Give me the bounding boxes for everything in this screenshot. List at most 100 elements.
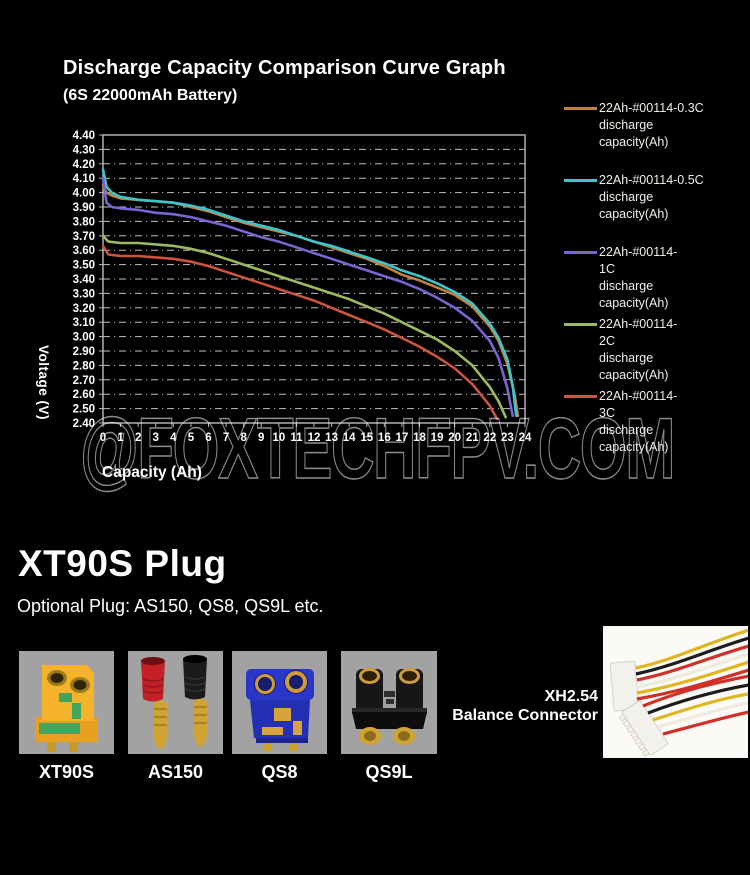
series-line-22Ah-#00114-0.5C <box>101 168 518 418</box>
legend-swatch <box>564 107 597 110</box>
qs9l-connector-photo <box>341 651 437 754</box>
svg-text:2.80: 2.80 <box>73 360 95 372</box>
svg-text:10: 10 <box>272 432 285 444</box>
svg-text:20: 20 <box>448 432 461 444</box>
product-card-qs9l: QS9L <box>341 651 437 783</box>
chart-series-lines <box>101 168 520 421</box>
svg-text:13: 13 <box>325 432 338 444</box>
svg-text:15: 15 <box>360 432 373 444</box>
svg-text:3.80: 3.80 <box>73 216 95 228</box>
svg-text:11: 11 <box>290 432 303 444</box>
legend-item: 22Ah-#00114-0.3C discharge capacity(Ah) <box>564 100 729 172</box>
svg-text:6: 6 <box>205 432 211 444</box>
svg-text:0: 0 <box>100 432 106 444</box>
svg-text:3.50: 3.50 <box>73 260 95 272</box>
svg-text:5: 5 <box>188 432 195 444</box>
chart-plot-border <box>102 134 526 424</box>
svg-text:3.70: 3.70 <box>73 231 95 243</box>
y-axis-label: Voltage (V) <box>36 345 51 421</box>
svg-text:4.40: 4.40 <box>73 130 95 142</box>
svg-text:3.90: 3.90 <box>73 202 95 214</box>
series-line-22Ah-#00114- <box>101 244 499 421</box>
svg-text:4.00: 4.00 <box>73 188 95 200</box>
watermark-text: @FOXTECHFPV.COM <box>80 400 676 497</box>
svg-text:3.20: 3.20 <box>73 303 95 315</box>
svg-text:16: 16 <box>378 432 391 444</box>
legend-label: 22Ah-#00114- 2C discharge capacity(Ah) <box>599 317 678 382</box>
svg-text:3: 3 <box>153 432 159 444</box>
legend-swatch <box>564 395 597 398</box>
svg-text:2: 2 <box>135 432 141 444</box>
legend-label: 22Ah-#00114- 3C discharge capacity(Ah) <box>599 389 678 454</box>
svg-text:3.10: 3.10 <box>73 317 95 329</box>
product-label: AS150 <box>147 762 204 782</box>
legend-item: 22Ah-#00114- 3C discharge capacity(Ah) <box>564 388 729 460</box>
legend-swatch <box>564 179 597 182</box>
svg-text:21: 21 <box>466 432 479 444</box>
svg-text:24: 24 <box>519 432 532 444</box>
svg-text:22: 22 <box>483 432 496 444</box>
balance-connector-drawing <box>609 628 750 757</box>
svg-text:2.40: 2.40 <box>73 418 95 430</box>
product-label: QS9L <box>365 762 413 782</box>
product-card-qs8: QS8 <box>232 651 327 783</box>
legend-label: 22Ah-#00114-0.5C discharge capacity(Ah) <box>599 173 704 221</box>
svg-text:23: 23 <box>501 432 514 444</box>
svg-text:14: 14 <box>343 432 356 444</box>
as150-connector-drawing <box>141 655 207 749</box>
balance-connector-label: XH2.54 Balance Connector <box>430 687 598 725</box>
svg-text:8: 8 <box>240 432 247 444</box>
product-label: XT90S <box>38 762 95 782</box>
legend-swatch <box>564 251 597 254</box>
qs8-connector-drawing <box>246 669 314 751</box>
svg-text:4.30: 4.30 <box>73 144 95 156</box>
chart-axis-ticks: 4.40 4.30 4.20 4.10 4.00 3.90 3.80 3.70 3.60 3.50… <box>73 130 532 444</box>
chart-legend: 22Ah-#00114-0.3C discharge capacity(Ah) 22A… <box>564 100 729 460</box>
chart-title: Discharge Capacity Comparison Curve Grap… <box>63 57 506 79</box>
balance-connector-label-line1: XH2.54 <box>544 688 598 705</box>
svg-text:18: 18 <box>413 432 426 444</box>
svg-text:3.00: 3.00 <box>73 332 95 344</box>
xt90s-connector-photo <box>19 651 114 754</box>
svg-text:17: 17 <box>396 432 409 444</box>
svg-text:3.40: 3.40 <box>73 274 95 286</box>
svg-text:12: 12 <box>308 432 321 444</box>
svg-text:7: 7 <box>223 432 229 444</box>
svg-text:4: 4 <box>170 432 177 444</box>
balance-connector-label-line2: Balance Connector <box>452 707 598 724</box>
qs9l-connector-drawing <box>352 668 427 745</box>
svg-text:2.90: 2.90 <box>73 346 95 358</box>
legend-item: 22Ah-#00114- 2C discharge capacity(Ah) <box>564 316 729 388</box>
svg-text:19: 19 <box>431 432 444 444</box>
discharge-capacity-chart: 4.40 4.30 4.20 4.10 4.00 3.90 3.80 3.70 3.60 3.50… <box>73 130 532 444</box>
svg-text:4.20: 4.20 <box>73 159 95 171</box>
as150-connector-photo <box>128 651 223 754</box>
qs8-connector-photo <box>232 651 327 754</box>
svg-text:9: 9 <box>258 432 264 444</box>
svg-text:2.70: 2.70 <box>73 375 95 387</box>
legend-item: 22Ah-#00114-0.5C discharge capacity(Ah) <box>564 172 729 244</box>
product-card-as150: AS150 <box>128 651 223 783</box>
svg-text:1: 1 <box>117 432 124 444</box>
legend-item: 22Ah-#00114- 1C discharge capacity(Ah) <box>564 244 729 316</box>
series-line-22Ah-#00114- <box>101 176 515 418</box>
series-line-22Ah-#00114- <box>101 234 508 419</box>
svg-text:3.30: 3.30 <box>73 288 95 300</box>
svg-text:2.50: 2.50 <box>73 404 95 416</box>
plug-section-subheading: Optional Plug: AS150, QS8, QS9L etc. <box>17 596 324 616</box>
legend-label: 22Ah-#00114-0.3C discharge capacity(Ah) <box>599 101 704 149</box>
svg-text:3.60: 3.60 <box>73 245 95 257</box>
product-label: QS8 <box>261 762 298 782</box>
xt90s-connector-drawing <box>35 665 98 752</box>
svg-text:4.10: 4.10 <box>73 173 95 185</box>
balance-connector-photo <box>603 626 750 758</box>
svg-text:2.60: 2.60 <box>73 389 95 401</box>
x-axis-label: Capacity (Ah) <box>102 464 202 481</box>
chart-subtitle: (6S 22000mAh Battery) <box>63 87 238 104</box>
chart-gridlines <box>99 134 526 427</box>
product-card-xt90s: XT90S <box>19 651 114 783</box>
legend-label: 22Ah-#00114- 1C discharge capacity(Ah) <box>599 245 678 310</box>
plug-section-heading: XT90S Plug <box>18 543 227 584</box>
legend-swatch <box>564 323 597 326</box>
